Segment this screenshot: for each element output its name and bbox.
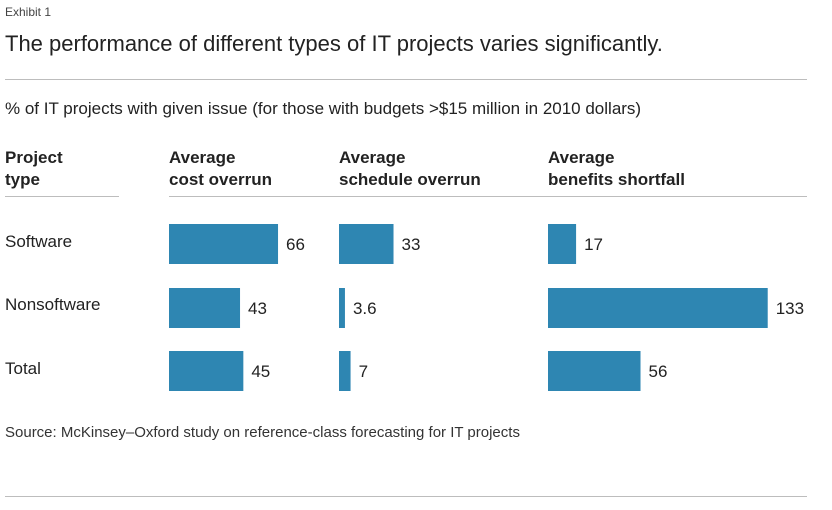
header-project-type-line1: Project xyxy=(5,148,63,167)
row-label-software: Software xyxy=(5,232,73,251)
header-schedule-overrun: Average schedule overrun xyxy=(339,147,481,191)
header-project-type-line2: type xyxy=(5,170,40,189)
bar-benefits-total xyxy=(548,351,641,391)
header-benefits-shortfall: Average benefits shortfall xyxy=(548,147,685,191)
header-rule-project-type xyxy=(5,196,119,197)
header-cost-overrun: Average cost overrun xyxy=(169,147,272,191)
value-label-cost-total: 45 xyxy=(251,362,270,381)
value-label-benefits-total: 56 xyxy=(649,362,668,381)
row-label-nonsoftware: Nonsoftware xyxy=(5,295,101,314)
bottom-divider xyxy=(5,496,807,497)
header-cost-line1: Average xyxy=(169,148,236,167)
value-label-benefits-nonsoftware: 133 xyxy=(776,299,804,318)
header-benefits-line2: benefits shortfall xyxy=(548,170,685,189)
header-schedule-line2: schedule overrun xyxy=(339,170,481,189)
value-label-cost-nonsoftware: 43 xyxy=(248,299,267,318)
exhibit-label: Exhibit 1 xyxy=(5,5,52,19)
bar-cost-software xyxy=(169,224,279,264)
top-divider xyxy=(5,79,807,80)
value-label-schedule-software: 33 xyxy=(402,235,421,254)
source-note: Source: McKinsey–Oxford study on referen… xyxy=(5,424,520,441)
bar-cost-nonsoftware xyxy=(169,288,241,328)
value-label-benefits-software: 17 xyxy=(584,235,603,254)
value-label-schedule-total: 7 xyxy=(359,362,368,381)
header-project-type: Project type xyxy=(5,147,63,191)
header-rule-metrics xyxy=(169,196,807,197)
bar-schedule-total xyxy=(339,351,351,391)
value-label-schedule-nonsoftware: 3.6 xyxy=(353,299,377,318)
bar-cost-total xyxy=(169,351,244,391)
bar-benefits-nonsoftware xyxy=(548,288,768,328)
header-cost-line2: cost overrun xyxy=(169,170,272,189)
header-schedule-line1: Average xyxy=(339,148,406,167)
chart-subtitle: % of IT projects with given issue (for t… xyxy=(5,99,642,118)
bar-schedule-software xyxy=(339,224,394,264)
row-label-total: Total xyxy=(5,359,41,378)
bar-benefits-software xyxy=(548,224,577,264)
header-benefits-line1: Average xyxy=(548,148,615,167)
value-label-cost-software: 66 xyxy=(286,235,305,254)
bar-schedule-nonsoftware xyxy=(339,288,345,328)
chart-title: The performance of different types of IT… xyxy=(5,31,663,56)
